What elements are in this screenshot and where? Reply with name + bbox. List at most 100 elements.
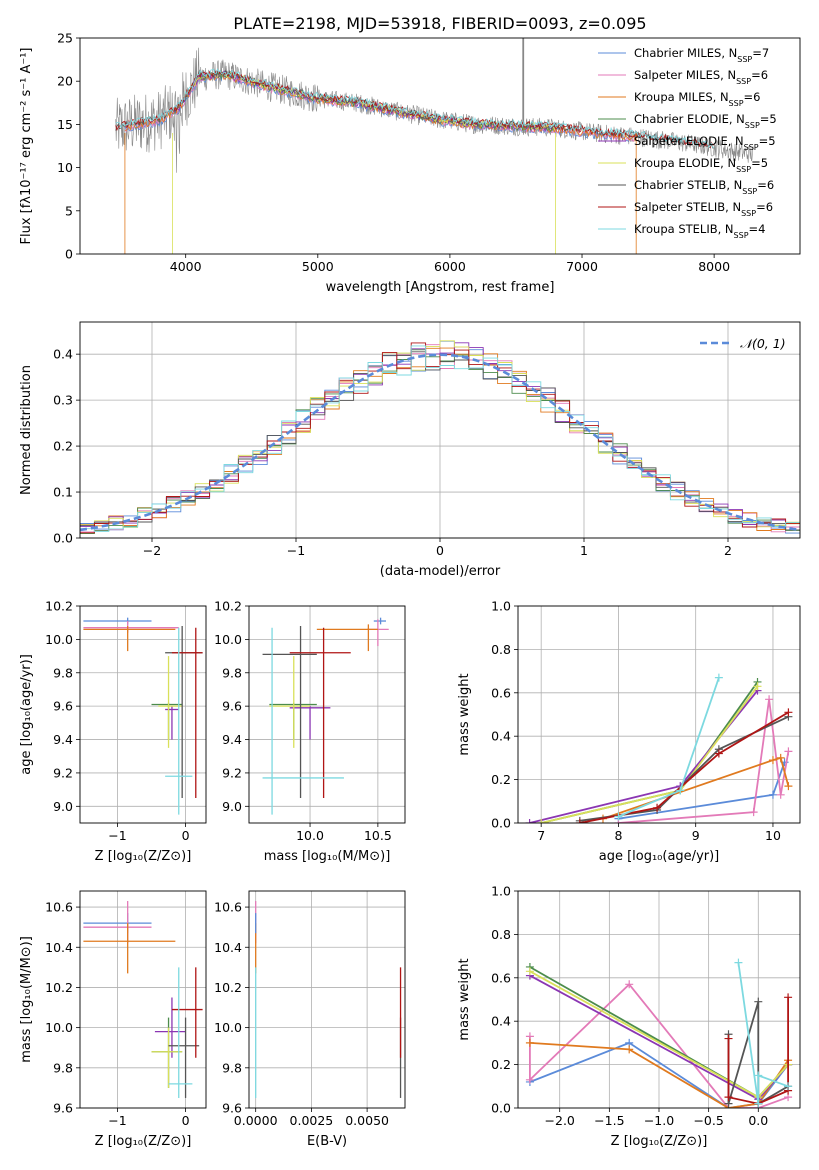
legend-label: Salpeter MILES, NSSP=6 [634, 68, 768, 86]
x-tick-label: 0.0000 [234, 1113, 278, 1128]
weight-marker-kroupa_miles [784, 782, 793, 791]
y-tick-label: 0.0 [53, 531, 73, 546]
y-axis-label: age [log₁₀(age/yr)] [19, 654, 34, 775]
y-tick-label: 9.0 [53, 799, 73, 814]
legend-label: 𝒩(0, 1) [740, 336, 786, 351]
weight-marker-kroupa_stelib [754, 1071, 763, 1080]
histogram-kroupa_stelib [80, 345, 800, 532]
x-tick-label: 6000 [434, 259, 466, 274]
y-tick-label: 10.0 [45, 632, 73, 647]
x-tick-label: −2 [143, 543, 161, 558]
weight-marker-kroupa_miles [776, 753, 785, 762]
x-tick-label: 0.0 [748, 1113, 768, 1128]
weight-marker-kroupa_stelib [784, 1082, 793, 1091]
weight-line-kroupa_miles [602, 756, 790, 820]
x-axis-label: mass [log₁₀(M/M⊙)] [264, 849, 391, 864]
y-tick-label: 10.0 [214, 632, 242, 647]
y-tick-label: 0.0 [491, 816, 511, 831]
axes-frame [248, 890, 406, 1109]
x-tick-label: 0 [436, 543, 444, 558]
y-tick-label: 9.8 [222, 665, 242, 680]
y-tick-label: 0.4 [53, 347, 73, 362]
legend-label: Kroupa STELIB, NSSP=4 [634, 222, 765, 240]
x-tick-label: 0.0050 [345, 1113, 389, 1128]
y-tick-label: 9.6 [53, 1101, 73, 1116]
normal-curve [80, 353, 800, 532]
y-tick-label: 25 [57, 31, 73, 46]
y-tick-label: 0.0 [491, 1101, 511, 1116]
x-tick-label: −0.5 [693, 1113, 723, 1128]
x-tick-label: 10 [765, 828, 781, 843]
x-tick-label: −1.5 [594, 1113, 624, 1128]
weight-marker-salpeter_stelib [575, 819, 584, 823]
panel-age_weight: 7 8 9 10 0.0 0.2 0.4 0.6 0.8 1.0 age [log₁₀(age/yr… [457, 599, 801, 864]
plot-area [255, 901, 402, 1098]
weight-marker-kroupa_stelib [614, 812, 623, 821]
x-axis-label: Z [log₁₀(Z/Z⊙)] [95, 1134, 192, 1149]
x-tick-label: −1 [108, 1113, 126, 1128]
plot-area [83, 617, 203, 815]
y-axis-label: Normed distribution [19, 365, 34, 495]
y-tick-label: 10.4 [214, 940, 242, 955]
x-tick-label: 8 [614, 828, 622, 843]
y-tick-label: 9.8 [222, 1060, 242, 1075]
x-tick-label: 0.0025 [290, 1113, 334, 1128]
weight-marker-chabrier_stelib [754, 997, 763, 1006]
x-tick-label: −2.0 [545, 1113, 575, 1128]
model-salpeter_miles [124, 72, 637, 143]
panel-z_weight: −2.0 −1.5 −1.0 −0.5 0.0 0.0 0.2 0.4 0.6 0.8 1.0 Z [… [457, 884, 801, 1149]
y-axis-label: mass [log₁₀(M/M⊙)] [19, 936, 34, 1063]
y-tick-label: 0.4 [491, 729, 511, 744]
x-tick-label: 5000 [302, 259, 334, 274]
y-tick-label: 9.4 [222, 732, 242, 747]
y-tick-label: 9.6 [53, 699, 73, 714]
weight-marker-salpeter_stelib [784, 993, 793, 1002]
weight-marker-salpeter_miles [765, 695, 774, 704]
panel-ebv_mass: 0.0000 0.0025 0.0050 9.6 9.8 10.0 10.2 10.4 10.6… [214, 890, 406, 1149]
weight-marker-kroupa_miles [768, 756, 777, 765]
model-salpeter_elodie [172, 70, 556, 132]
weight-marker-kroupa_elodie [525, 967, 534, 976]
weight-marker-salpeter_miles [525, 1075, 534, 1084]
weight-line-kroupa_stelib [737, 962, 789, 1104]
observed-spectrum [115, 47, 754, 173]
y-tick-label: 0.3 [53, 393, 73, 408]
x-tick-label: −1.0 [644, 1113, 674, 1128]
weight-marker-kroupa_miles [525, 1038, 534, 1047]
weight-marker-salpeter_miles [625, 980, 634, 989]
plot-area [115, 38, 754, 254]
axes-frame [517, 890, 801, 1109]
axes-frame [79, 605, 207, 824]
x-axis-label: Z [log₁₀(Z/Z⊙)] [95, 849, 192, 864]
y-tick-label: 9.8 [53, 1060, 73, 1075]
y-tick-label: 5 [65, 203, 73, 218]
y-axis-label: mass weight [457, 958, 472, 1040]
legend-label: Salpeter STELIB, NSSP=6 [634, 200, 773, 218]
y-axis-label: Flux [fλ10⁻¹⁷ erg cm⁻² s⁻¹ A⁻¹] [19, 48, 34, 245]
legend-label: Salpeter ELODIE, NSSP=5 [634, 134, 776, 152]
plots-layer: 4000 5000 6000 7000 80000510152025wavelength… [19, 31, 801, 1149]
weight-marker-kroupa_stelib [714, 673, 723, 682]
x-tick-label: 10.5 [364, 828, 392, 843]
legend-label: Chabrier MILES, NSSP=7 [634, 46, 769, 64]
x-tick-label: 7 [537, 828, 545, 843]
plot-area [525, 673, 793, 823]
weight-marker-salpeter_elodie [525, 819, 534, 823]
weight-marker-salpeter_miles [784, 747, 793, 756]
histogram-kroupa_elodie [80, 340, 800, 528]
x-axis-label: (data-model)/error [380, 564, 501, 579]
x-tick-label: 7000 [566, 259, 598, 274]
y-tick-label: 10.2 [45, 599, 73, 614]
weight-marker-salpeter_miles [749, 808, 758, 817]
weight-marker-kroupa_stelib [754, 1099, 763, 1108]
y-tick-label: 0.1 [53, 485, 73, 500]
y-tick-label: 9.2 [222, 765, 242, 780]
x-tick-label: 0 [182, 828, 190, 843]
x-tick-label: 2 [724, 543, 732, 558]
y-tick-label: 20 [57, 74, 73, 89]
weight-line-salpeter_miles [529, 982, 789, 1108]
y-tick-label: 0.6 [491, 685, 511, 700]
y-tick-label: 9.0 [222, 799, 242, 814]
y-tick-label: 9.6 [222, 1101, 242, 1116]
weight-marker-kroupa_stelib [734, 958, 743, 967]
